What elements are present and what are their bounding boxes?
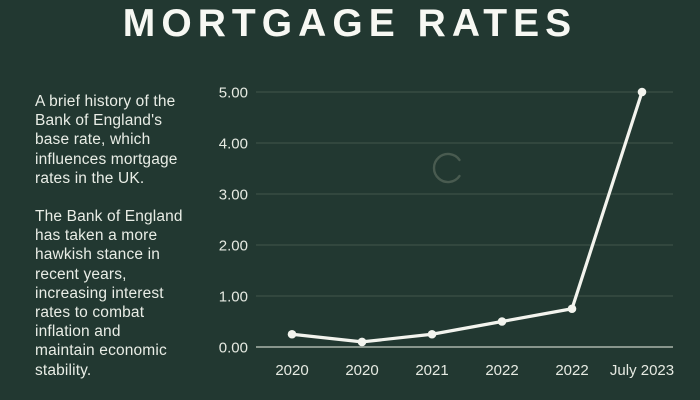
x-axis-tick-label: July 2023	[610, 362, 674, 379]
x-axis-tick-label: 2020	[345, 362, 378, 379]
data-point-marker	[427, 329, 437, 339]
x-axis-tick-label: 2020	[275, 362, 308, 379]
rate-line	[290, 90, 644, 344]
loading-spinner-icon	[432, 152, 461, 184]
page-title: MORTGAGE RATES	[122, 2, 578, 45]
commentary-paragraph: The Bank of England has taken a more haw…	[35, 208, 183, 379]
y-axis-tick-label: 1.00	[219, 289, 248, 306]
y-axis-tick-label: 5.00	[219, 85, 248, 102]
y-axis-tick-label: 2.00	[219, 238, 248, 255]
y-axis-tick-label: 4.00	[219, 136, 248, 153]
data-point-marker	[287, 329, 297, 339]
data-point-marker	[497, 317, 507, 326]
data-point-marker	[567, 304, 577, 314]
y-axis-tick-label: 3.00	[219, 187, 248, 204]
x-axis-tick-label: 2021	[415, 362, 448, 379]
y-axis-tick-label: 0.00	[219, 340, 248, 357]
sidebar-text-block: A brief history of the Bank of England's…	[35, 92, 215, 380]
data-point-marker	[637, 87, 647, 97]
intro-paragraph: A brief history of the Bank of England's…	[35, 93, 178, 187]
data-point-marker	[357, 337, 367, 347]
x-axis-tick-label: 2022	[555, 362, 588, 379]
x-axis-tick-label: 2022	[485, 362, 518, 379]
